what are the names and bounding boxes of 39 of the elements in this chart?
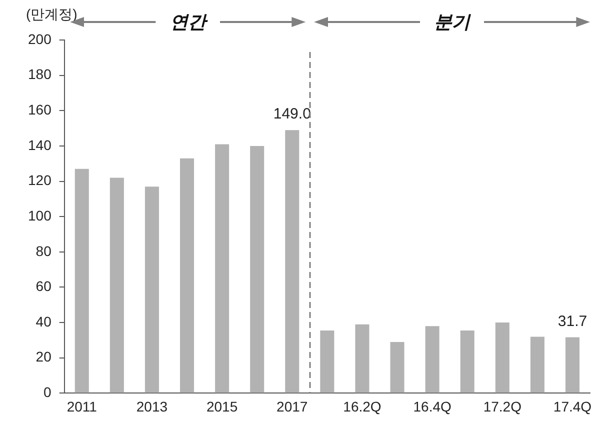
y-axis-title: (만계정) — [26, 6, 78, 22]
text: 연간 — [170, 11, 206, 34]
y-tick-label: 0 — [44, 384, 52, 400]
bar — [425, 326, 440, 393]
y-tick-label: 40 — [36, 313, 52, 330]
x-tick-label: 16.2Q — [343, 398, 382, 414]
y-tick-label: 120 — [28, 172, 52, 188]
y-tick-label: 100 — [28, 207, 52, 224]
x-tick-label: 2013 — [136, 398, 168, 414]
bar — [74, 168, 89, 393]
bar — [144, 186, 159, 393]
data-label: 31.7 — [558, 312, 588, 330]
x-tick-label: 2017 — [276, 398, 308, 414]
text: 분기 — [434, 11, 470, 34]
x-tick-label: 2015 — [206, 398, 238, 414]
bar — [215, 144, 230, 393]
x-tick-label: 16.4Q — [413, 398, 452, 414]
y-tick-label: 200 — [28, 30, 52, 47]
y-tick-label: 80 — [36, 242, 52, 259]
bar — [355, 324, 370, 393]
bar — [495, 322, 510, 393]
bar — [390, 342, 404, 393]
data-label: 149.0 — [273, 106, 311, 123]
bar — [530, 336, 544, 393]
bar — [565, 337, 580, 393]
y-tick-label: 180 — [28, 66, 52, 82]
x-tick-label: 17.2Q — [483, 398, 522, 414]
bar — [250, 146, 264, 393]
bar — [110, 178, 124, 393]
y-tick-label: 160 — [28, 102, 52, 118]
y-tick-label: 60 — [36, 278, 52, 294]
x-tick-label: 17.4Q — [553, 398, 592, 414]
bar — [320, 330, 334, 393]
bar — [285, 130, 300, 393]
x-tick-label: 2011 — [66, 398, 98, 414]
bar — [460, 330, 474, 393]
y-tick-label: 140 — [28, 136, 52, 153]
bar — [180, 158, 194, 393]
y-tick-label: 20 — [36, 348, 52, 365]
